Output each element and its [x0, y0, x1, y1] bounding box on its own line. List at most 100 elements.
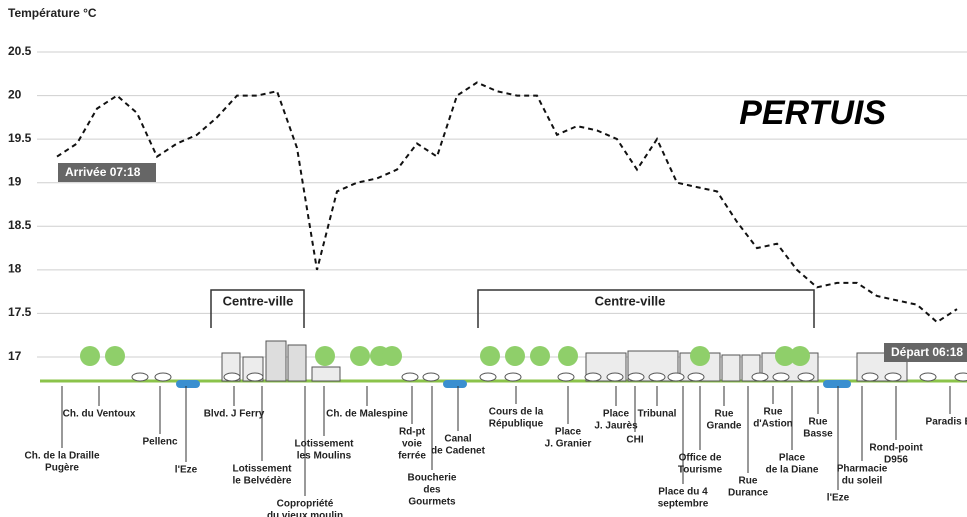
location-label: ferrée — [398, 450, 426, 461]
chart-title: Température °C — [8, 6, 97, 20]
location-label: Rue — [715, 408, 734, 419]
centre-brackets — [210, 289, 815, 328]
car — [648, 372, 666, 382]
location-label: de Cadenet — [431, 445, 486, 456]
location-label: Lotissement — [233, 463, 293, 474]
tree — [105, 346, 125, 366]
tree — [790, 346, 810, 366]
annotation: Départ 06:18 — [891, 345, 963, 359]
tree — [80, 346, 100, 366]
location-label: Rue — [809, 416, 828, 427]
location-label: Ch. de Malespine — [326, 408, 408, 419]
car — [584, 372, 602, 382]
location-label: Place — [603, 408, 630, 419]
location-label: voie — [402, 438, 422, 449]
car — [504, 372, 522, 382]
location-label: le Belvédère — [233, 475, 292, 486]
y-tick-label: 17.5 — [8, 305, 32, 319]
location-label: Rond-point — [869, 442, 923, 453]
car — [884, 372, 902, 382]
location-label: J. Jaurès — [594, 420, 638, 431]
temperature-line — [56, 81, 958, 324]
location-label: Pellenc — [142, 436, 177, 447]
tower — [287, 344, 307, 382]
location-label: Copropriété — [277, 498, 334, 509]
location-label: du soleil — [842, 475, 883, 486]
y-tick-label: 19.5 — [8, 131, 32, 145]
location-label: Place — [555, 426, 582, 437]
tree — [505, 346, 525, 366]
building — [721, 354, 741, 382]
y-tick-label: 20 — [8, 87, 22, 101]
car — [401, 372, 419, 382]
tree — [775, 346, 795, 366]
car — [422, 372, 440, 382]
location-label: des — [423, 484, 441, 495]
annotation: Centre-ville — [595, 294, 666, 309]
location-label: Place — [779, 452, 806, 463]
tree — [480, 346, 500, 366]
y-tick-label: 20.5 — [8, 44, 32, 58]
buildings — [80, 340, 967, 382]
tree — [558, 346, 578, 366]
location-label: Basse — [803, 428, 833, 439]
ground — [40, 379, 967, 388]
location-label: du vieux moulin — [267, 510, 343, 517]
car — [919, 372, 937, 382]
tree — [315, 346, 335, 366]
location-label: J. Granier — [545, 438, 592, 449]
car — [627, 372, 645, 382]
car — [606, 372, 624, 382]
y-tick-label: 18 — [8, 262, 22, 276]
departure-box — [884, 343, 967, 362]
car — [479, 372, 497, 382]
location-label: Tourisme — [678, 464, 723, 475]
car — [223, 372, 241, 382]
location-label: Office de — [679, 452, 722, 463]
car — [861, 372, 879, 382]
arrival-box — [58, 163, 156, 182]
location-label: Cours de la — [489, 406, 544, 417]
location-label: l'Eze — [827, 492, 850, 503]
location-label: CHI — [626, 434, 643, 445]
location-label: septembre — [658, 498, 709, 509]
location-label: Ch. du Ventoux — [63, 408, 136, 419]
location-label: l'Eze — [175, 464, 198, 475]
tree — [382, 346, 402, 366]
location-label: Durance — [728, 487, 768, 498]
car — [246, 372, 264, 382]
location-label: Pugère — [45, 462, 79, 473]
location-label: D956 — [884, 454, 908, 465]
car — [772, 372, 790, 382]
tree — [350, 346, 370, 366]
y-tick-label: 17 — [8, 349, 22, 363]
car — [687, 372, 705, 382]
location-label: Place du 4 — [658, 486, 708, 497]
location-label: Blvd. J Ferry — [204, 408, 265, 419]
grid: 17 17.5 18 18.5 19 19.5 20 20.5 — [8, 44, 967, 363]
location-label: Canal — [444, 433, 471, 444]
car — [154, 372, 172, 382]
tree — [690, 346, 710, 366]
building — [311, 366, 341, 382]
car — [954, 372, 967, 382]
location-label: Ch. de la Draille — [24, 450, 99, 461]
location-label: Rue — [764, 406, 783, 417]
annotation: Arrivée 07:18 — [65, 165, 141, 179]
car — [797, 372, 815, 382]
location-label: d'Astion — [753, 418, 793, 429]
car — [557, 372, 575, 382]
location-label: Paradis Bi — [926, 416, 967, 427]
tower — [265, 340, 287, 382]
car — [751, 372, 769, 382]
location-label: Pharmacie — [837, 463, 888, 474]
tree — [530, 346, 550, 366]
location-label: Lotissement — [295, 438, 355, 449]
y-tick-label: 19 — [8, 175, 22, 189]
car — [131, 372, 149, 382]
location-label: Boucherie — [408, 472, 457, 483]
location-label: Rue — [739, 475, 758, 486]
y-tick-label: 18.5 — [8, 218, 32, 232]
location-label: République — [489, 418, 544, 429]
